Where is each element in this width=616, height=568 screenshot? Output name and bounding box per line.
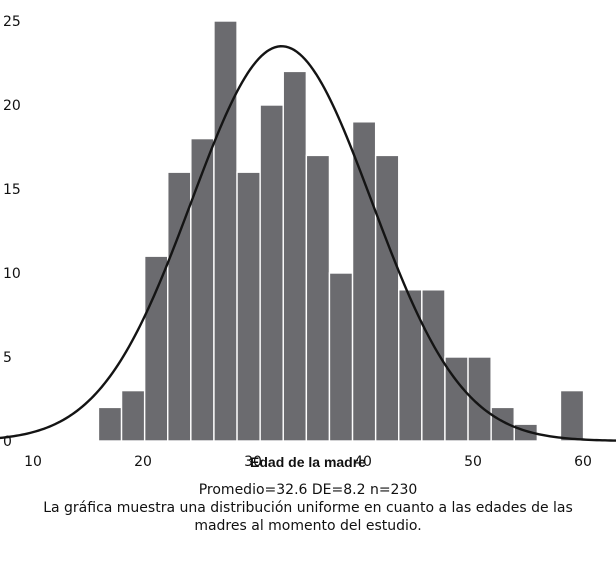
x-tick-label: 10 — [24, 454, 42, 470]
histogram-bar — [374, 154, 400, 442]
x-tick-label: 60 — [574, 454, 592, 470]
histogram-bar — [213, 20, 238, 442]
y-tick-label: 10 — [3, 266, 21, 282]
y-tick-label: 5 — [3, 350, 12, 366]
histogram-bar — [236, 171, 261, 442]
histogram-bar — [398, 289, 423, 442]
histogram-chart: 0 5 10 15 20 25 10 20 30 40 50 60 Edad de la madre — [0, 14, 616, 470]
x-tick-label: 30 — [244, 454, 262, 470]
y-tick-label: 0 — [3, 434, 12, 450]
histogram-bar — [305, 154, 331, 442]
caption-line-1: La gráfica muestra una distribución unif… — [43, 500, 573, 516]
histogram-bar — [143, 255, 169, 442]
y-tick-label: 20 — [3, 98, 21, 114]
histogram-bar — [97, 406, 123, 442]
histogram-bars — [97, 20, 585, 442]
x-tick-label: 40 — [354, 454, 372, 470]
y-tick-label: 25 — [3, 14, 21, 30]
histogram-bar — [190, 137, 215, 442]
histogram-bar — [351, 121, 377, 442]
caption-line-2: madres al momento del estudio. — [194, 518, 422, 534]
x-axis-ticks: 10 20 30 40 50 60 — [24, 454, 592, 470]
histogram-bar — [421, 289, 446, 442]
histogram-bar — [120, 389, 146, 442]
histogram-bar — [467, 356, 492, 442]
x-tick-label: 20 — [134, 454, 152, 470]
histogram-bar — [328, 272, 354, 442]
x-axis-label: Edad de la madre — [250, 454, 366, 470]
summary-stats: Promedio=32.6 DE=8.2 n=230 — [198, 482, 418, 498]
y-axis-ticks: 0 5 10 15 20 25 — [3, 14, 21, 450]
histogram-bar — [282, 70, 308, 442]
x-tick-label: 50 — [464, 454, 482, 470]
normal-distribution-curve — [0, 45, 616, 442]
histogram-bar — [259, 104, 284, 442]
y-tick-label: 15 — [3, 182, 21, 198]
histogram-bar — [559, 389, 585, 442]
